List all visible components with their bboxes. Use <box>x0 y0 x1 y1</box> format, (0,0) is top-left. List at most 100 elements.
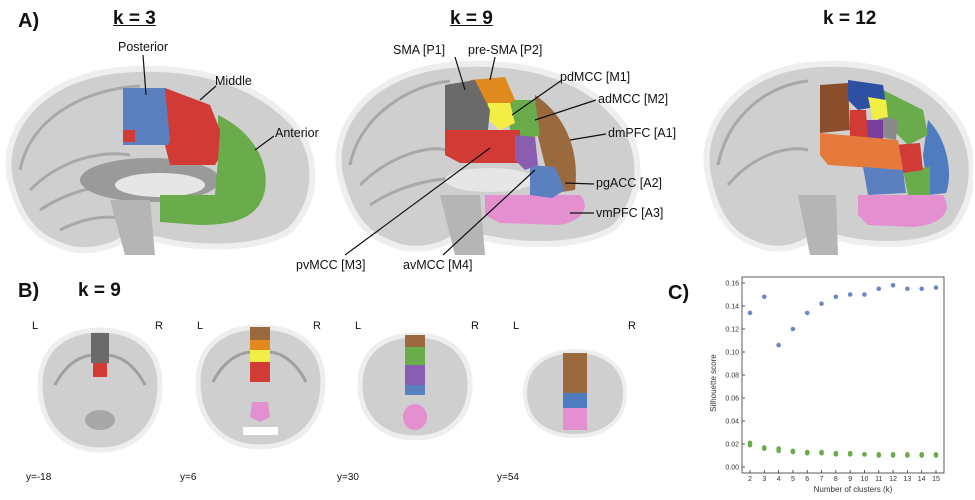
chart-x-axis-label: Number of clusters (k) <box>814 485 893 494</box>
series-1-point <box>804 310 810 316</box>
series-2-point <box>919 453 924 458</box>
label-pvmcc: pvMCC [M3] <box>296 258 366 272</box>
x-tick-label: 8 <box>834 476 838 483</box>
region-coral <box>820 133 903 170</box>
series-1-point <box>862 292 867 297</box>
region-pink <box>858 195 947 227</box>
slice2-caption: y=6 <box>180 472 197 483</box>
panel-a-letter: A) <box>18 10 40 32</box>
region-brown-dmpfc <box>535 95 576 193</box>
x-tick-label: 5 <box>791 476 795 483</box>
y-tick-label: 0.16 <box>725 281 739 288</box>
series-1-point <box>933 285 939 290</box>
coronal-slice-1 <box>37 327 163 453</box>
y-tick-label: 0.00 <box>725 465 739 472</box>
series-1-point <box>876 286 882 292</box>
silhouette-chart: 0.00 0.02 0.04 0.06 0.08 0.10 0.12 0.14 0.16 2 3 4 5… <box>709 276 945 494</box>
y-tick-label: 0.02 <box>725 442 739 449</box>
brain-sagittal-k9 <box>335 60 641 255</box>
series-2-point <box>890 453 896 458</box>
region-yellow-k12 <box>868 97 888 120</box>
series-2-point <box>776 448 781 454</box>
x-tick-label: 6 <box>805 476 809 483</box>
region-vmpfc <box>485 195 585 225</box>
series-2-point <box>790 449 796 455</box>
region-red-pvmcc <box>445 130 520 163</box>
coronal-slice-3 <box>357 332 473 440</box>
label-middle: Middle <box>215 74 252 88</box>
series-2-point <box>862 452 867 457</box>
x-tick-label: 4 <box>777 476 781 483</box>
series-2-point <box>905 453 910 458</box>
slice3-right-label: R <box>471 320 479 332</box>
label-dmpfc: dmPFC [A1] <box>608 126 677 140</box>
series-1-point <box>747 310 753 316</box>
panel-c-letter: C) <box>668 282 690 304</box>
region-green-lower <box>903 167 930 195</box>
k3-title: k = 3 <box>113 8 156 29</box>
slice4-right-label: R <box>628 320 636 332</box>
region-yellow-pdmcc <box>488 103 515 130</box>
region-middle <box>165 88 220 165</box>
region-blue-acc <box>863 167 906 195</box>
x-tick-label: 2 <box>748 476 752 483</box>
label-admcc: adMCC [M2] <box>598 92 669 106</box>
slice4-left-label: L <box>513 320 520 332</box>
series-1-point <box>790 326 796 332</box>
region-gray-sma <box>445 80 490 130</box>
series-1-point <box>905 286 910 292</box>
y-tick-label: 0.04 <box>725 419 739 426</box>
series-1-point <box>847 292 853 297</box>
x-tick-label: 10 <box>861 476 869 483</box>
series-1-point <box>833 294 839 300</box>
brain-sagittal-k3 <box>5 65 316 255</box>
region-pgacc <box>530 165 565 198</box>
slice4-caption: y=54 <box>497 472 519 483</box>
y-tick-label: 0.12 <box>725 327 739 334</box>
x-tick-label: 12 <box>889 476 897 483</box>
region-purple-k12 <box>863 120 883 140</box>
series-1-point <box>776 342 781 348</box>
label-sma: SMA [P1] <box>393 43 446 57</box>
slice1-left-label: L <box>32 320 39 332</box>
series-2-point <box>747 442 753 448</box>
label-posterior: Posterior <box>118 40 169 54</box>
y-tick-label: 0.08 <box>725 373 739 380</box>
panel-b-letter: B) <box>18 280 40 302</box>
y-tick-label: 0.06 <box>725 396 739 403</box>
label-vmpfc: vmPFC [A3] <box>596 206 664 220</box>
panel-b-title: k = 9 <box>78 280 121 301</box>
region-brown-k12 <box>820 83 850 133</box>
region-anterior <box>160 115 266 225</box>
x-tick-label: 7 <box>820 476 824 483</box>
series-2-point <box>819 450 824 456</box>
label-pgacc: pgACC [A2] <box>596 176 663 190</box>
label-anterior: Anterior <box>275 126 319 140</box>
region-purple-avmcc <box>515 135 538 170</box>
series-1-point <box>819 301 824 306</box>
slice1-right-label: R <box>155 320 163 332</box>
series-2-point <box>847 452 853 457</box>
k9-title: k = 9 <box>450 8 493 29</box>
coronal-slice-2 <box>195 324 326 450</box>
x-tick-label: 3 <box>762 476 766 483</box>
slice3-left-label: L <box>355 320 362 332</box>
x-tick-label: 14 <box>918 476 926 483</box>
label-avmcc: avMCC [M4] <box>403 258 473 272</box>
chart-frame <box>741 276 945 474</box>
x-tick-label: 11 <box>875 476 882 483</box>
slice2-right-label: R <box>313 320 321 332</box>
y-tick-label: 0.10 <box>725 350 739 357</box>
series-2-point <box>933 453 939 458</box>
x-tick-label: 13 <box>903 476 911 483</box>
k12-title: k = 12 <box>823 8 877 29</box>
k9-pointer-lines <box>344 56 607 256</box>
chart-axes: 0.00 0.02 0.04 0.06 0.08 0.10 0.12 0.14 0.16 2 3 4 5… <box>725 276 945 483</box>
y-tick-label: 0.14 <box>725 304 739 311</box>
slice3-caption: y=30 <box>337 472 359 483</box>
brain-sagittal-k12 <box>703 60 973 255</box>
coronal-slice-4 <box>522 348 628 438</box>
region-red-mid <box>850 110 868 140</box>
series-2-point <box>833 452 839 457</box>
slice1-caption: y=-18 <box>26 472 52 483</box>
